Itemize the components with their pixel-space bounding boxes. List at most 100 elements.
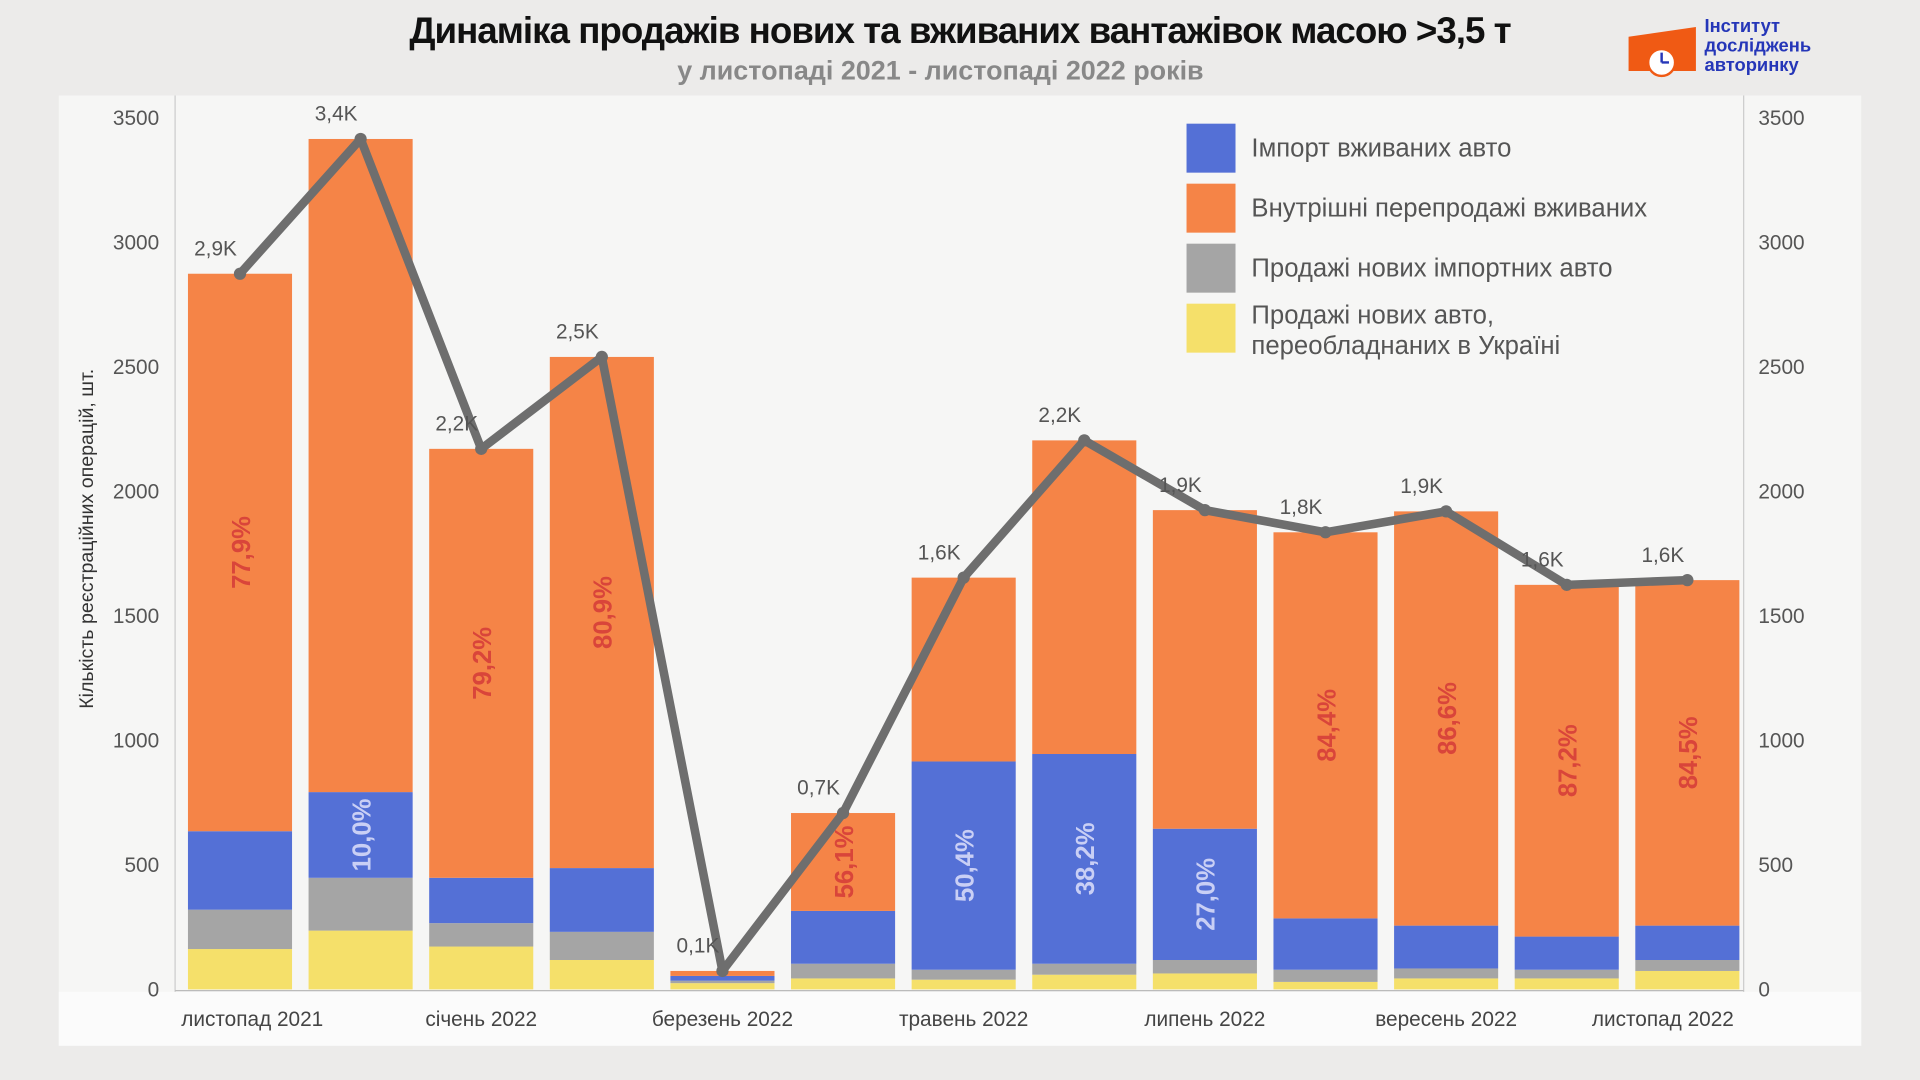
total-point (716, 964, 729, 978)
bar-segment (791, 910, 896, 964)
bar-segment (549, 931, 654, 960)
percent-label: 87,2% (1555, 724, 1583, 797)
total-label: 0,1K (677, 935, 720, 958)
bar-segment (429, 877, 534, 924)
total-label: 2,2K (1038, 404, 1081, 427)
bar-segment (911, 761, 1016, 970)
y-tick-right: 1500 (1758, 605, 1804, 628)
bar-segment (187, 909, 293, 950)
total-label: 2,5K (556, 321, 599, 344)
total-point (957, 571, 970, 584)
bar-segment (1514, 584, 1619, 937)
legend-label: Імпорт вживаних авто (1251, 135, 1511, 163)
bar-segment (187, 949, 293, 990)
bar-segment (308, 792, 413, 878)
total-point (233, 267, 247, 280)
y-tick-right: 0 (1758, 979, 1770, 1002)
bar-segment (911, 969, 1016, 980)
x-tick-label: березень 2022 (652, 1008, 793, 1031)
legend-swatch (1186, 303, 1236, 353)
total-label: 1,8K (1280, 496, 1323, 519)
chart-title: Динаміка продажів нових та вживаних вант… (409, 10, 1510, 51)
percent-label: 84,5% (1675, 716, 1703, 789)
bar-segment (1394, 925, 1499, 969)
logo-line2: досліджень (1704, 34, 1811, 55)
bar-segment (1152, 828, 1257, 960)
legend-label: переобладнаних в Україні (1251, 332, 1560, 360)
percent-label: 80,9% (590, 576, 618, 649)
bar-segment (1273, 918, 1378, 970)
total-point (1560, 578, 1573, 591)
y-axis-label: Кількість реєстраційних операцій, шт. (76, 369, 98, 709)
total-point (1440, 505, 1453, 518)
y-tick-left: 2000 (113, 481, 159, 504)
y-tick-right: 2500 (1758, 356, 1804, 379)
bar-segment (670, 983, 775, 990)
x-tick-label: травень 2022 (899, 1008, 1028, 1031)
total-label: 1,6K (1521, 548, 1564, 571)
legend-label: Продажі нових імпортних авто (1251, 255, 1612, 283)
bar-segment (308, 877, 413, 931)
bar-segment (1152, 973, 1257, 990)
total-point (1319, 526, 1332, 539)
bar-segment (791, 963, 896, 979)
bar-segment (187, 273, 293, 832)
bar-segment (429, 923, 534, 947)
total-label: 1,6K (918, 541, 961, 564)
y-tick-left: 3500 (113, 107, 159, 130)
bar-segment (1394, 511, 1499, 926)
y-tick-left: 2500 (113, 356, 159, 379)
bar-segment (1032, 963, 1137, 975)
bar-segment (911, 577, 1016, 762)
total-label: 2,2K (435, 412, 478, 435)
percent-label: 10,0% (348, 798, 376, 871)
bar-segment (1635, 925, 1740, 960)
bar-segment (429, 946, 534, 990)
legend-label: Продажі нових авто, (1251, 301, 1494, 329)
bar-segment (1514, 969, 1619, 979)
bar-segment (670, 980, 775, 984)
bar-segment (1394, 968, 1499, 979)
x-axis-band (58, 991, 1862, 1046)
logo-line1: Інститут (1704, 15, 1780, 36)
bar-segment (549, 868, 654, 932)
y-tick-left: 1500 (113, 605, 159, 628)
total-label: 0,7K (797, 777, 840, 800)
total-point (595, 350, 608, 364)
percent-label: 56,1% (831, 825, 859, 898)
total-label: 2,9K (194, 237, 237, 260)
legend-label: Внутрішні перепродажі вживаних (1251, 195, 1647, 223)
total-label: 1,9K (1400, 475, 1443, 498)
bar-segment (187, 831, 293, 910)
bar-segment (1273, 532, 1378, 919)
total-point (354, 132, 367, 146)
total-point (1078, 434, 1091, 447)
percent-label: 38,2% (1072, 822, 1100, 895)
total-label: 1,6K (1641, 544, 1684, 567)
bar-segment (1514, 978, 1619, 990)
bar-segment (308, 138, 413, 793)
bar-segment (549, 959, 654, 990)
y-tick-left: 0 (148, 979, 160, 1002)
bar-segment (1394, 978, 1499, 990)
bar-segment (1032, 440, 1137, 754)
bar-segment (429, 448, 534, 878)
y-tick-right: 3500 (1758, 107, 1804, 130)
total-point (1198, 504, 1212, 517)
bar-segment (1032, 974, 1137, 990)
percent-label: 86,6% (1434, 682, 1462, 755)
y-tick-left: 3000 (113, 231, 159, 254)
bar-segment (1032, 753, 1137, 964)
total-point (1681, 574, 1694, 587)
total-point (836, 806, 850, 820)
percent-label: 84,4% (1313, 689, 1341, 762)
bar-segment (308, 930, 413, 990)
x-tick-label: листопад 2021 (181, 1008, 323, 1031)
bar-segment (1273, 969, 1378, 982)
total-label: 1,9K (1159, 474, 1202, 497)
legend-swatch (1186, 183, 1236, 233)
y-tick-right: 500 (1758, 854, 1793, 877)
y-tick-right: 3000 (1758, 231, 1804, 254)
percent-label: 79,2% (469, 627, 497, 700)
